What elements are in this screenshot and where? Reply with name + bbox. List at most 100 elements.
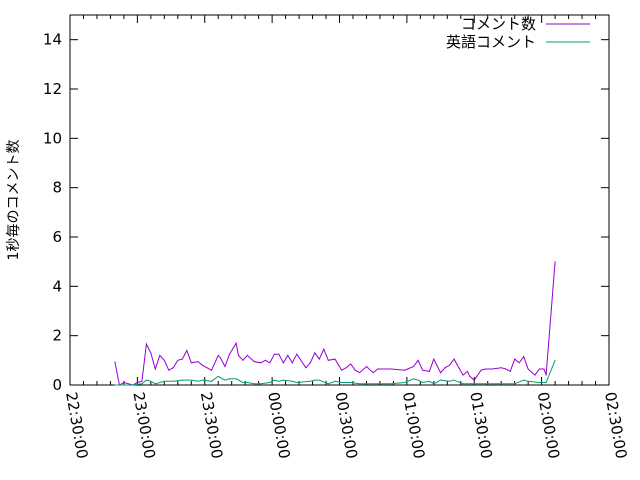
data-point-1 bbox=[172, 380, 174, 382]
data-point-0 bbox=[282, 362, 284, 364]
data-point-0 bbox=[453, 358, 455, 360]
data-point-0 bbox=[372, 372, 374, 374]
data-point-1 bbox=[433, 383, 435, 385]
legend: コメント数 英語コメント bbox=[446, 15, 590, 51]
y-tick-label: 4 bbox=[52, 277, 62, 295]
data-point-0 bbox=[334, 358, 336, 360]
data-point-0 bbox=[235, 342, 237, 344]
series-line-0 bbox=[114, 261, 556, 386]
x-tick-label: 22:30:00 bbox=[62, 391, 91, 460]
data-point-0 bbox=[417, 359, 419, 361]
data-point-1 bbox=[449, 380, 451, 382]
data-point-0 bbox=[354, 369, 356, 371]
data-point-1 bbox=[314, 379, 316, 381]
data-point-1 bbox=[242, 382, 244, 384]
data-point-0 bbox=[260, 362, 262, 364]
data-point-0 bbox=[224, 366, 226, 367]
data-point-1 bbox=[154, 383, 156, 385]
data-point-0 bbox=[480, 369, 482, 371]
data-point-0 bbox=[518, 362, 520, 364]
data-point-0 bbox=[341, 369, 343, 371]
data-point-0 bbox=[505, 368, 507, 370]
data-point-0 bbox=[323, 348, 325, 350]
legend-label-1: 英語コメント bbox=[446, 33, 536, 51]
y-axis-label: 1秒毎のコメント数 bbox=[6, 140, 22, 261]
data-point-0 bbox=[136, 382, 138, 384]
data-point-1 bbox=[341, 382, 343, 384]
data-point-1 bbox=[132, 384, 134, 386]
x-tick-label: 23:30:00 bbox=[197, 391, 226, 460]
x-tick-label: 23:00:00 bbox=[129, 391, 158, 460]
data-point-0 bbox=[264, 359, 266, 361]
data-point-0 bbox=[186, 349, 188, 351]
y-tick-label: 2 bbox=[52, 327, 62, 345]
data-point-1 bbox=[350, 382, 352, 384]
data-point-1 bbox=[538, 382, 540, 384]
data-point-0 bbox=[514, 358, 516, 360]
data-point-1 bbox=[334, 380, 336, 382]
x-tick-label: 00:30:00 bbox=[332, 391, 361, 460]
data-point-0 bbox=[491, 368, 493, 370]
y-axis: 0 2 4 6 8 10 12 14 bbox=[43, 31, 609, 394]
data-point-0 bbox=[365, 366, 367, 367]
data-point-0 bbox=[296, 353, 298, 355]
data-point-1 bbox=[163, 380, 165, 382]
x-tick-label: 02:00:00 bbox=[534, 391, 563, 460]
data-point-0 bbox=[172, 367, 174, 369]
data-point-1 bbox=[296, 382, 298, 384]
data-point-1 bbox=[253, 383, 255, 385]
data-point-1 bbox=[440, 379, 442, 381]
data-point-1 bbox=[210, 380, 212, 382]
x-tick-label: 02:30:00 bbox=[601, 391, 630, 460]
data-point-1 bbox=[365, 383, 367, 385]
data-point-1 bbox=[246, 382, 248, 384]
plot-border bbox=[69, 14, 610, 386]
x-tick-label: 01:00:00 bbox=[399, 391, 428, 460]
data-point-0 bbox=[377, 368, 379, 370]
data-point-0 bbox=[345, 367, 347, 369]
data-point-0 bbox=[473, 379, 475, 381]
data-point-0 bbox=[150, 352, 152, 354]
data-point-1 bbox=[523, 379, 525, 381]
data-point-0 bbox=[444, 367, 446, 369]
data-point-0 bbox=[449, 364, 451, 366]
data-point-1 bbox=[327, 383, 329, 385]
data-point-1 bbox=[145, 379, 147, 381]
data-point-0 bbox=[309, 362, 311, 364]
data-point-1 bbox=[453, 379, 455, 381]
data-point-1 bbox=[404, 382, 406, 384]
data-point-0 bbox=[314, 352, 316, 354]
data-point-0 bbox=[327, 359, 329, 361]
data-point-1 bbox=[514, 383, 516, 385]
x-tick-label: 00:00:00 bbox=[264, 391, 293, 460]
data-point-1 bbox=[282, 379, 284, 381]
data-point-0 bbox=[168, 369, 170, 371]
data-point-0 bbox=[291, 362, 293, 364]
y-tick-label: 14 bbox=[43, 31, 62, 49]
data-point-1 bbox=[269, 382, 271, 384]
data-point-1 bbox=[291, 380, 293, 382]
y-tick-label: 0 bbox=[52, 376, 62, 394]
data-point-0 bbox=[318, 358, 320, 360]
data-point-0 bbox=[527, 368, 529, 370]
data-point-0 bbox=[253, 361, 255, 363]
data-point-0 bbox=[190, 362, 192, 364]
data-point-0 bbox=[554, 261, 556, 263]
data-point-0 bbox=[500, 367, 502, 369]
data-point-1 bbox=[228, 378, 230, 380]
data-point-0 bbox=[237, 354, 239, 356]
data-point-0 bbox=[197, 361, 199, 363]
data-point-1 bbox=[114, 384, 116, 386]
data-point-0 bbox=[543, 368, 545, 370]
data-point-1 bbox=[123, 384, 125, 386]
data-point-1 bbox=[545, 382, 547, 384]
data-point-1 bbox=[273, 379, 275, 381]
data-point-0 bbox=[228, 353, 230, 355]
x-axis: 22:30:00 23:00:00 23:30:00 00:00:00 00:30:00… bbox=[62, 15, 630, 460]
data-point-1 bbox=[278, 380, 280, 382]
data-point-1 bbox=[422, 382, 424, 384]
data-point-0 bbox=[462, 374, 464, 376]
data-point-1 bbox=[235, 378, 237, 380]
data-point-0 bbox=[509, 370, 511, 372]
data-point-0 bbox=[242, 359, 244, 361]
